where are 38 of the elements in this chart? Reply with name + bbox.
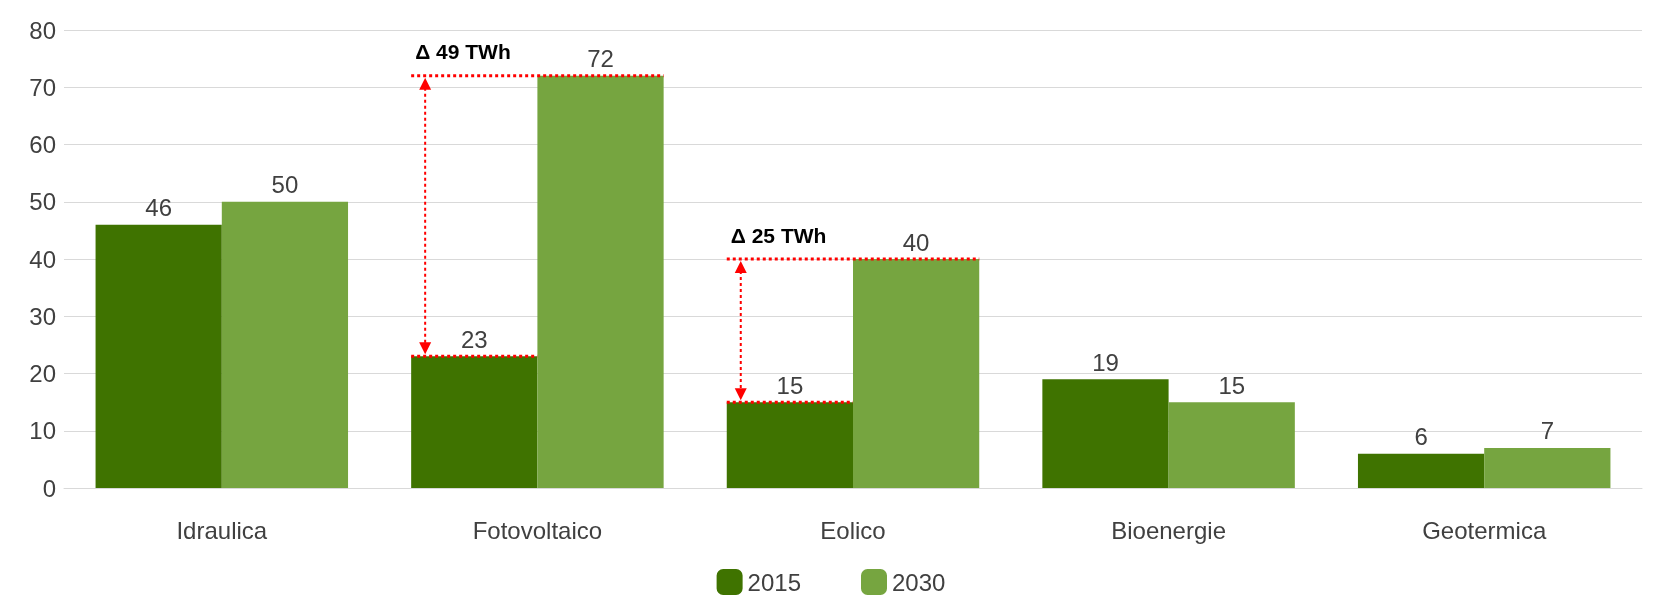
legend-label: 2015 (747, 568, 801, 596)
x-tick-label: Fotovoltaico (472, 516, 603, 544)
data-label: 19 (1092, 348, 1119, 376)
y-tick-label: 60 (29, 131, 56, 158)
annotation: Δ 49 TWh (415, 40, 511, 64)
bar (221, 201, 349, 488)
data-label: 50 (271, 171, 299, 199)
data-label: 46 (145, 194, 173, 222)
bar (1484, 447, 1611, 488)
y-tick-label: 40 (29, 245, 56, 273)
annotation: Δ 25 TWh (730, 223, 827, 247)
bar (95, 224, 222, 488)
y-tick-label: 20 (29, 360, 56, 387)
data-label: 23 (460, 325, 488, 353)
x-tick-label: Eolico (820, 516, 886, 544)
data-label: 72 (587, 45, 614, 73)
bar (726, 402, 853, 488)
data-label: 7 (1540, 417, 1554, 445)
y-tick-label: 80 (29, 16, 56, 44)
x-tick-label: Bioenergie (1111, 516, 1226, 544)
legend-label: 2030 (892, 568, 946, 596)
x-tick-label: Geotermica (1422, 516, 1547, 544)
bar (1168, 402, 1295, 488)
data-label: 40 (902, 228, 930, 256)
y-tick-label: 10 (29, 417, 56, 445)
bar (1042, 379, 1169, 488)
y-tick-label: 30 (29, 302, 56, 330)
bar (1357, 453, 1485, 488)
bar (537, 75, 664, 488)
data-label: 15 (776, 371, 804, 399)
y-tick-label: 70 (29, 73, 56, 101)
bar (411, 356, 538, 488)
data-label: 6 (1414, 423, 1428, 451)
y-tick-label: 50 (29, 188, 56, 216)
y-tick-label: 0 (42, 474, 56, 502)
data-label: 15 (1218, 371, 1246, 399)
x-tick-label: Idraulica (176, 516, 268, 544)
bar (853, 259, 980, 488)
